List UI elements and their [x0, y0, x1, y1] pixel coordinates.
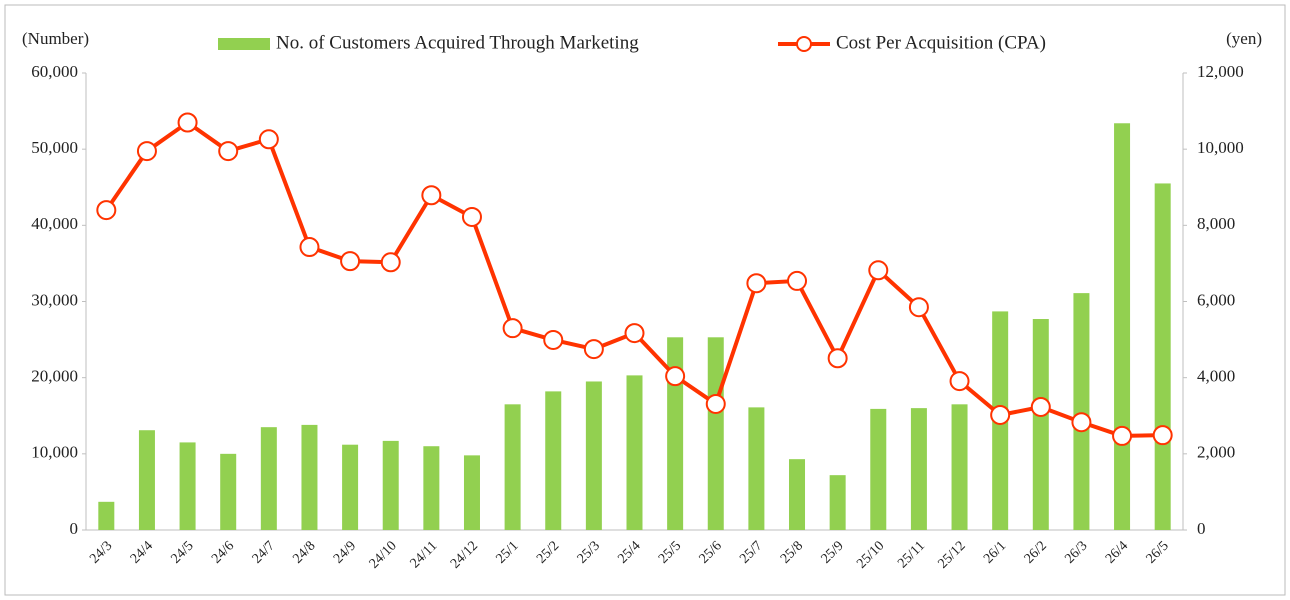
line-marker: [380, 252, 401, 273]
y-tick-label: 60,000: [31, 62, 78, 81]
bar: [220, 453, 237, 530]
line-marker: [827, 348, 848, 369]
line-marker: [787, 270, 808, 291]
bar: [98, 501, 115, 530]
bar: [870, 408, 887, 530]
y2-axis-label: (yen): [1226, 29, 1262, 48]
bar: [910, 408, 927, 530]
y2-tick-label: 0: [1197, 519, 1206, 538]
line-marker: [543, 329, 564, 350]
line-marker: [908, 297, 929, 318]
line-marker: [949, 371, 970, 392]
y-tick-label: 0: [70, 519, 79, 538]
line-marker: [502, 318, 523, 339]
bar: [748, 407, 765, 530]
line-marker: [1112, 425, 1133, 446]
bar: [1114, 123, 1131, 531]
bar: [951, 404, 968, 530]
bar: [179, 442, 196, 530]
bar: [138, 430, 155, 530]
bar: [667, 337, 684, 530]
bar: [1154, 183, 1171, 531]
line-marker: [583, 339, 604, 360]
bar: [423, 446, 440, 530]
bar: [301, 424, 318, 530]
y2-tick-label: 6,000: [1197, 290, 1235, 309]
y-tick-label: 10,000: [31, 443, 78, 462]
legend-swatch: [218, 38, 270, 50]
line-marker: [421, 185, 442, 206]
bar: [342, 444, 359, 530]
line-marker: [299, 237, 320, 258]
y2-tick-label: 10,000: [1197, 138, 1244, 157]
line-marker: [705, 393, 726, 414]
y-tick-label: 20,000: [31, 367, 78, 386]
line-marker: [746, 273, 767, 294]
bar: [626, 375, 643, 530]
line-marker: [96, 200, 117, 221]
line-marker: [177, 112, 198, 133]
line-marker: [665, 366, 686, 387]
y-axis-label: (Number): [22, 29, 89, 48]
line-marker: [868, 260, 889, 281]
y2-tick-label: 2,000: [1197, 443, 1235, 462]
bar: [1073, 293, 1090, 530]
line-marker: [1152, 425, 1173, 446]
bar: [829, 475, 846, 530]
line-marker: [990, 404, 1011, 425]
line-marker: [461, 206, 482, 227]
y2-tick-label: 12,000: [1197, 62, 1244, 81]
bar: [463, 455, 480, 530]
line-marker: [340, 251, 361, 272]
legend-label: Cost Per Acquisition (CPA): [836, 32, 1046, 53]
legend-swatch-marker: [796, 36, 812, 52]
bar: [545, 391, 562, 530]
line-marker: [1030, 396, 1051, 417]
y-tick-label: 40,000: [31, 214, 78, 233]
line-marker: [136, 141, 157, 162]
bar: [504, 404, 521, 530]
line-marker: [258, 129, 279, 150]
chart-border: [4, 4, 1286, 596]
line-marker: [624, 323, 645, 344]
y2-tick-label: 4,000: [1197, 367, 1235, 386]
line-marker: [218, 141, 239, 162]
bar: [789, 459, 806, 530]
y-tick-label: 50,000: [31, 138, 78, 157]
line-marker: [1071, 412, 1092, 433]
bar: [260, 427, 277, 530]
legend-label: No. of Customers Acquired Through Market…: [276, 32, 639, 53]
y2-tick-label: 8,000: [1197, 214, 1235, 233]
bar: [707, 337, 724, 530]
y-tick-label: 30,000: [31, 290, 78, 309]
bar: [585, 381, 602, 530]
bar: [1032, 319, 1049, 530]
bar: [382, 440, 399, 530]
